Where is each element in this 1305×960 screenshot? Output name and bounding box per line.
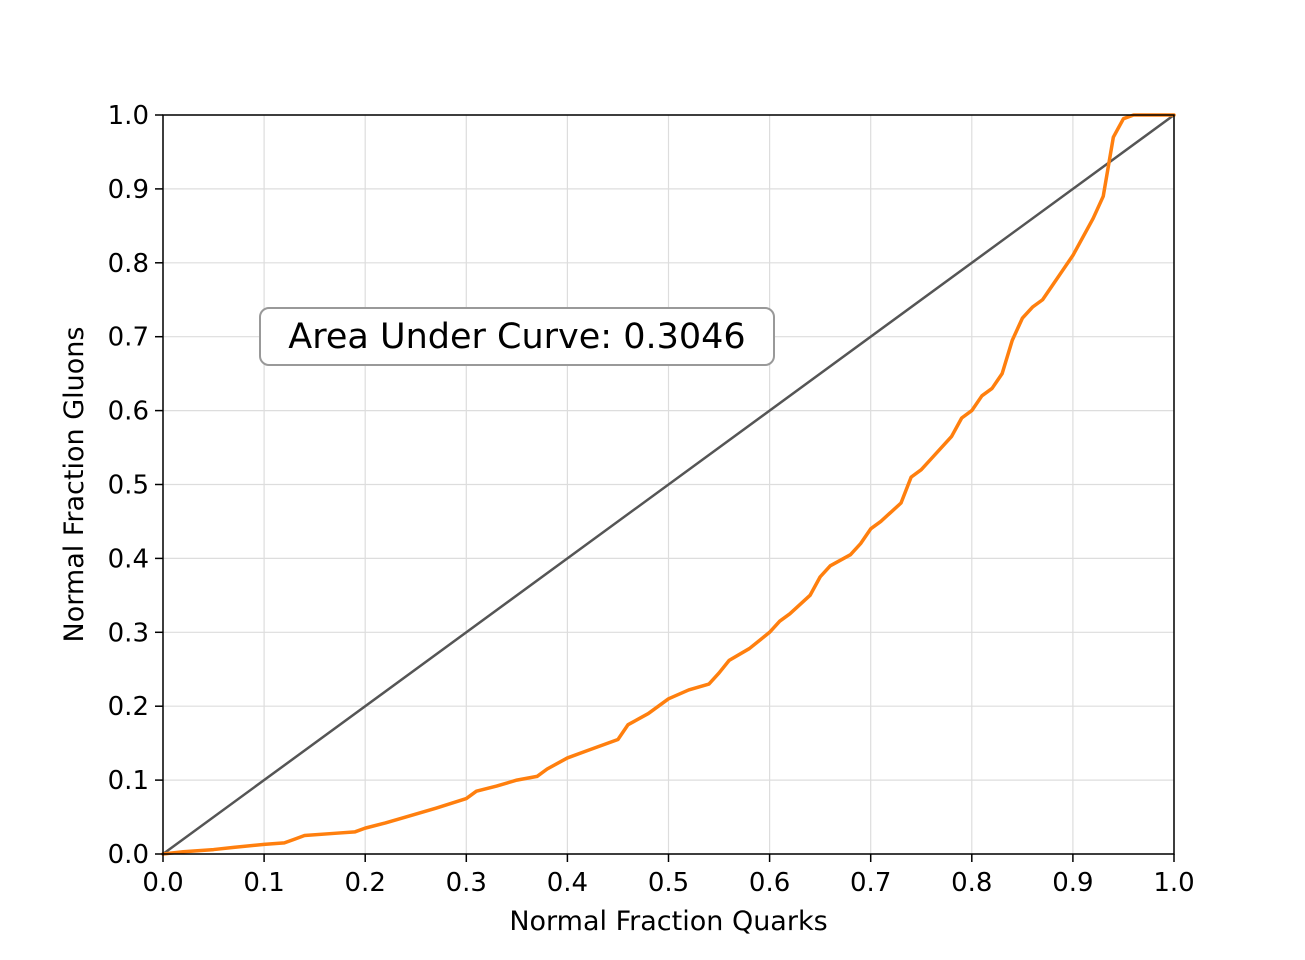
y-tick-label: 0.6: [108, 397, 149, 427]
y-tick-label: 0.3: [108, 618, 149, 648]
annotation-box: Area Under Curve: 0.3046: [259, 307, 775, 366]
x-tick-label: 0.9: [1052, 868, 1093, 898]
x-tick-label: 0.8: [951, 868, 992, 898]
x-axis-label: Normal Fraction Quarks: [509, 906, 827, 937]
x-tick-label: 0.4: [547, 868, 588, 898]
y-tick-label: 0.8: [108, 249, 149, 279]
roc-curve-line: [161, 113, 1176, 856]
y-tick-label: 0.1: [108, 766, 149, 796]
x-tick-label: 0.5: [648, 868, 689, 898]
x-tick-label: 0.1: [243, 868, 284, 898]
y-tick-label: 0.5: [108, 471, 149, 501]
x-tick-label: 0.2: [345, 868, 386, 898]
x-tick-label: 0.3: [446, 868, 487, 898]
y-tick-label: 1.0: [108, 101, 149, 131]
ticks: 0.0 0.1 0.2 0.3 0.4 0.5 0.6 0.7 0.8 0.9 1.0 0.0 0.1 0…: [108, 101, 1195, 898]
x-tick-label: 0.6: [749, 868, 790, 898]
y-tick-label: 0.4: [108, 544, 149, 574]
diagonal-reference-line: [161, 113, 1176, 856]
series-layer: [161, 113, 1176, 856]
y-tick-label: 0.0: [108, 840, 149, 870]
y-tick-label: 0.2: [108, 692, 149, 722]
y-axis-label: Normal Fraction Gluons: [59, 327, 90, 643]
y-tick-label: 0.7: [108, 323, 149, 353]
y-tick-label: 0.9: [108, 175, 149, 205]
x-tick-label: 0.7: [850, 868, 891, 898]
annotation-text: Area Under Curve: 0.3046: [288, 317, 745, 357]
x-tick-label: 1.0: [1153, 868, 1194, 898]
x-tick-label: 0.0: [142, 868, 183, 898]
